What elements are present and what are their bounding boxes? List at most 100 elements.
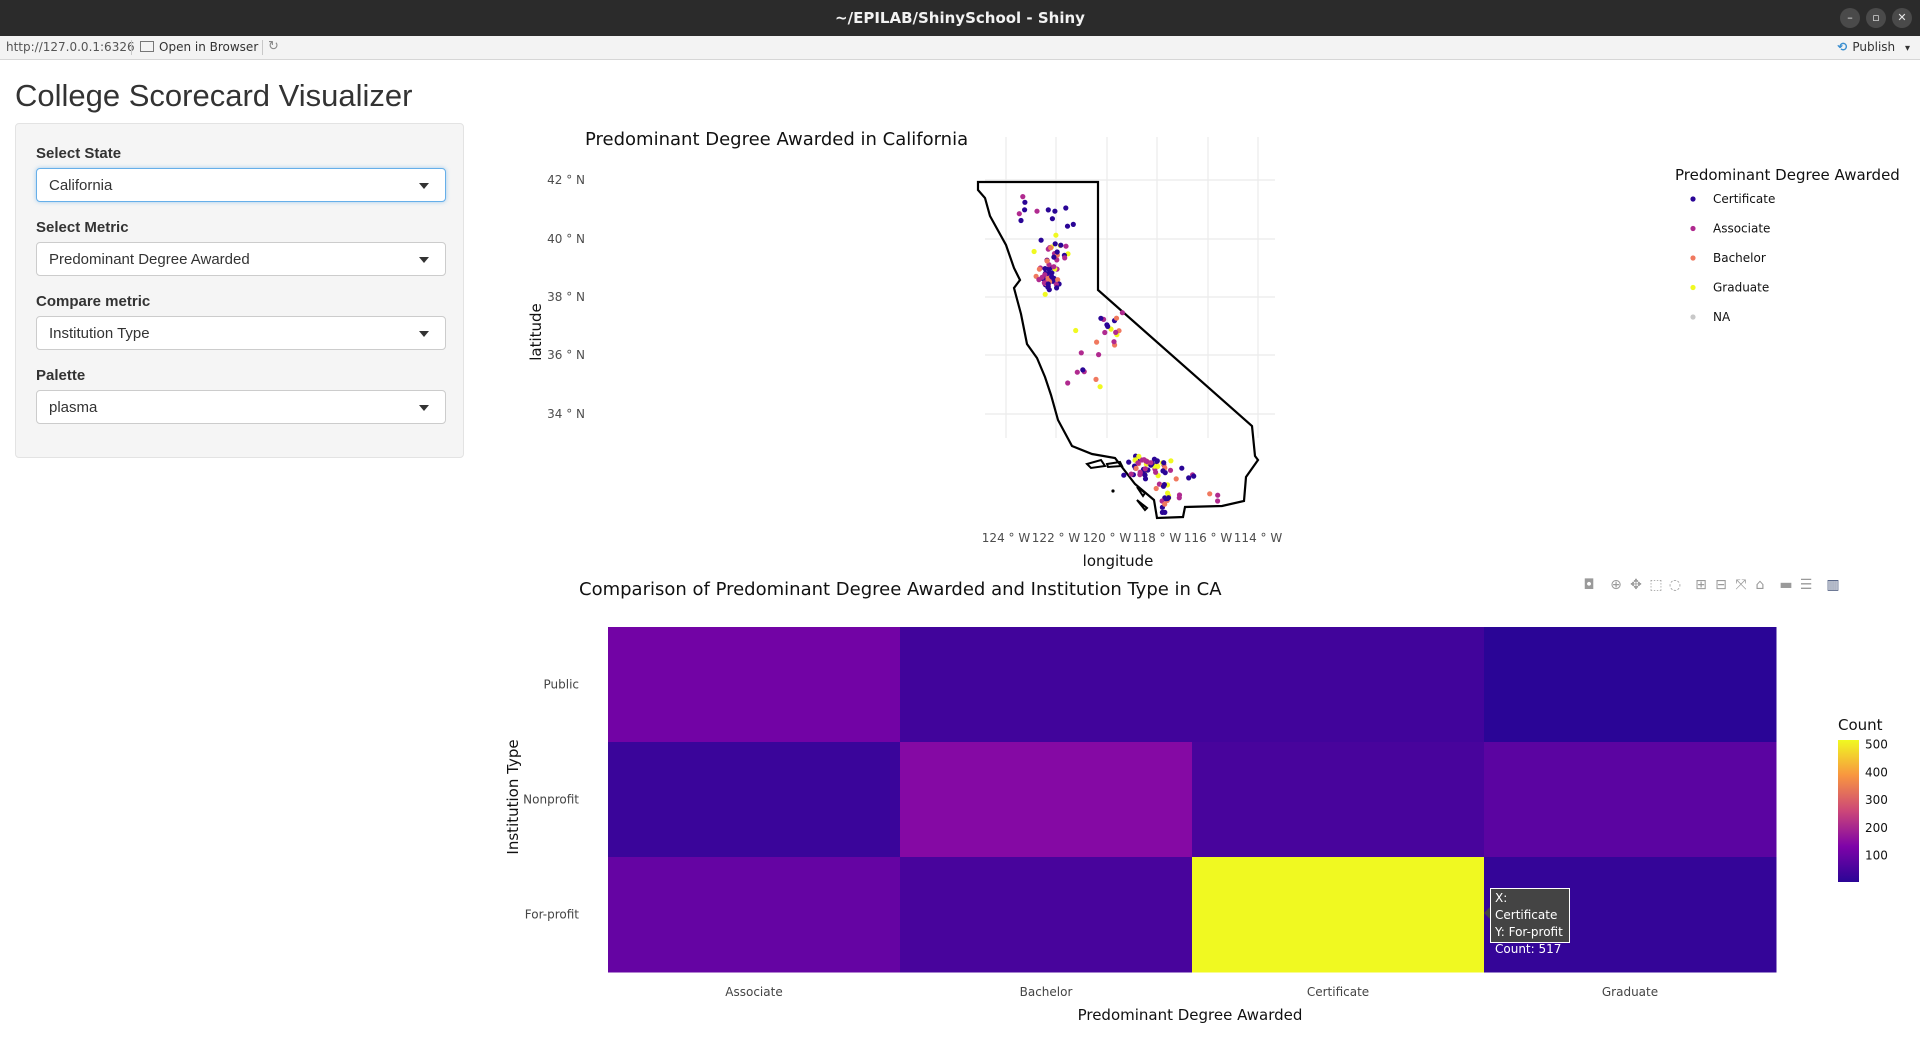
zoom-out-icon[interactable]: ⊟ bbox=[1715, 577, 1727, 593]
heatmap-cell-for-profit-associate[interactable] bbox=[608, 857, 901, 973]
heatmap-cells bbox=[608, 627, 1777, 973]
pan-icon[interactable]: ✥ bbox=[1630, 577, 1642, 593]
open-in-browser-button[interactable]: Open in Browser bbox=[140, 40, 258, 54]
colorbar-tick: 400 bbox=[1865, 765, 1888, 779]
heatmap-cell-public-bachelor[interactable] bbox=[900, 627, 1193, 743]
select-metric-dropdown[interactable]: Predominant Degree Awarded bbox=[36, 242, 446, 276]
map-point-associate bbox=[1063, 243, 1069, 249]
map-point-graduate bbox=[1073, 327, 1079, 334]
plotly-logo-icon[interactable]: ▥ bbox=[1826, 577, 1840, 593]
map-point-bachelor bbox=[1153, 485, 1159, 492]
map-point-associate bbox=[1051, 264, 1057, 270]
map-point-certificate bbox=[1049, 216, 1055, 222]
legend-label-graduate: Graduate bbox=[1713, 281, 1769, 295]
map-point-associate bbox=[1128, 471, 1134, 477]
legend-key-bachelor bbox=[1690, 255, 1696, 261]
map-point-bachelor bbox=[1055, 277, 1061, 283]
map-y-tick: 40 ° N bbox=[547, 232, 585, 246]
chevron-down-icon bbox=[419, 183, 429, 189]
map-y-tick: 42 ° N bbox=[547, 173, 585, 187]
map-point-associate bbox=[1135, 460, 1141, 466]
map-point-certificate bbox=[1162, 509, 1168, 515]
minimize-button[interactable]: – bbox=[1840, 8, 1860, 28]
heatmap-cell-public-associate[interactable] bbox=[608, 627, 901, 743]
map-point-associate bbox=[1039, 274, 1045, 280]
chevron-down-icon: ▾ bbox=[1904, 43, 1910, 54]
map-y-tick: 36 ° N bbox=[547, 348, 585, 362]
compare-metric-dropdown[interactable]: Institution Type bbox=[36, 316, 446, 350]
map-point-associate bbox=[1119, 310, 1125, 316]
heatmap-cell-for-profit-bachelor[interactable] bbox=[900, 857, 1193, 973]
zoom-icon[interactable]: ⊕ bbox=[1610, 577, 1622, 593]
map-point-certificate bbox=[1045, 207, 1051, 213]
reset-axes-icon[interactable]: ⌂ bbox=[1755, 577, 1765, 593]
map-y-axis-label: latitude bbox=[527, 303, 545, 361]
box-select-icon[interactable]: ⬚ bbox=[1649, 577, 1663, 593]
colorbar-tick: 500 bbox=[1865, 738, 1888, 752]
map-point-certificate bbox=[1165, 495, 1172, 501]
map-point-associate bbox=[1176, 492, 1183, 498]
map-point-certificate bbox=[1052, 208, 1058, 214]
map-point-certificate bbox=[1191, 473, 1197, 479]
channel-island bbox=[1111, 489, 1115, 493]
autoscale-icon[interactable]: ⤧ bbox=[1735, 577, 1747, 593]
heatmap-cell-public-graduate[interactable] bbox=[1484, 627, 1777, 743]
maximize-button[interactable]: ▫ bbox=[1866, 8, 1886, 28]
heatmap-cell-nonprofit-graduate[interactable] bbox=[1484, 742, 1777, 858]
map-point-associate bbox=[1096, 352, 1102, 358]
map-point-certificate bbox=[1186, 475, 1192, 481]
refresh-icon[interactable]: ↻ bbox=[268, 39, 279, 54]
map-point-graduate bbox=[1168, 458, 1174, 464]
map-y-tick-labels: 42 ° N 40 ° N 38 ° N 36 ° N 34 ° N bbox=[547, 173, 585, 421]
map-point-certificate bbox=[1051, 254, 1057, 260]
heatmap-title: Comparison of Predominant Degree Awarded… bbox=[579, 579, 1222, 600]
legend-label-certificate: Certificate bbox=[1713, 192, 1775, 206]
map-point-certificate bbox=[1121, 472, 1127, 478]
heatmap-cell-nonprofit-associate[interactable] bbox=[608, 742, 901, 858]
legend-key-certificate bbox=[1690, 196, 1696, 202]
map-point-certificate bbox=[1054, 285, 1060, 291]
select-state-dropdown[interactable]: California bbox=[36, 168, 446, 202]
publish-button[interactable]: ⟲ Publish ▾ bbox=[1837, 40, 1910, 54]
map-point-graduate bbox=[1136, 453, 1142, 459]
map-point-certificate bbox=[1022, 207, 1028, 213]
map-point-certificate bbox=[1105, 323, 1111, 329]
heatmap-plot: Comparison of Predominant Degree Awarded… bbox=[500, 570, 1915, 1040]
map-point-graduate bbox=[1031, 248, 1037, 255]
url-text[interactable]: http://127.0.0.1:6326 bbox=[6, 40, 135, 54]
chevron-down-icon bbox=[419, 405, 429, 411]
map-point-associate bbox=[1102, 329, 1108, 336]
tooltip-y: Y: For-profit bbox=[1495, 925, 1563, 939]
map-y-tick: 34 ° N bbox=[547, 407, 585, 421]
heatmap-y-tick: Public bbox=[543, 678, 579, 692]
heatmap-x-tick-labels: Associate Bachelor Certificate Graduate bbox=[725, 985, 1658, 999]
heatmap-cell-for-profit-certificate[interactable] bbox=[1192, 857, 1485, 973]
toolbar-divider bbox=[262, 40, 263, 55]
heatmap-cell-public-certificate[interactable] bbox=[1192, 627, 1485, 743]
spike-lines-icon[interactable]: ▬ bbox=[1779, 577, 1793, 593]
map-point-associate bbox=[1074, 369, 1080, 375]
colorbar-tick: 200 bbox=[1865, 821, 1888, 835]
lasso-icon[interactable]: ◌ bbox=[1668, 577, 1682, 593]
heatmap-cell-nonprofit-bachelor[interactable] bbox=[900, 742, 1193, 858]
camera-icon[interactable]: ◘ bbox=[1583, 577, 1595, 593]
map-point-associate bbox=[1034, 208, 1040, 214]
compare-hover-icon[interactable]: ☰ bbox=[1799, 577, 1813, 593]
map-x-axis-label: longitude bbox=[1083, 552, 1154, 570]
publish-label: Publish bbox=[1852, 40, 1896, 54]
map-point-certificate bbox=[1046, 266, 1052, 272]
map-point-certificate bbox=[1098, 315, 1104, 321]
heatmap-cell-nonprofit-certificate[interactable] bbox=[1192, 742, 1485, 858]
select-metric-label: Select Metric bbox=[36, 219, 129, 236]
map-point-bachelor bbox=[1093, 376, 1099, 382]
heatmap-x-tick: Associate bbox=[725, 985, 782, 999]
map-point-certificate bbox=[1064, 223, 1071, 229]
map-point-certificate bbox=[1042, 266, 1048, 272]
publish-icon: ⟲ bbox=[1837, 40, 1848, 54]
zoom-in-icon[interactable]: ⊞ bbox=[1695, 577, 1707, 593]
tooltip-count: Count: 517 bbox=[1495, 942, 1562, 956]
map-point-associate bbox=[1065, 380, 1071, 386]
palette-dropdown[interactable]: plasma bbox=[36, 390, 446, 424]
close-button[interactable]: ✕ bbox=[1892, 8, 1912, 28]
channel-island bbox=[1136, 499, 1149, 512]
